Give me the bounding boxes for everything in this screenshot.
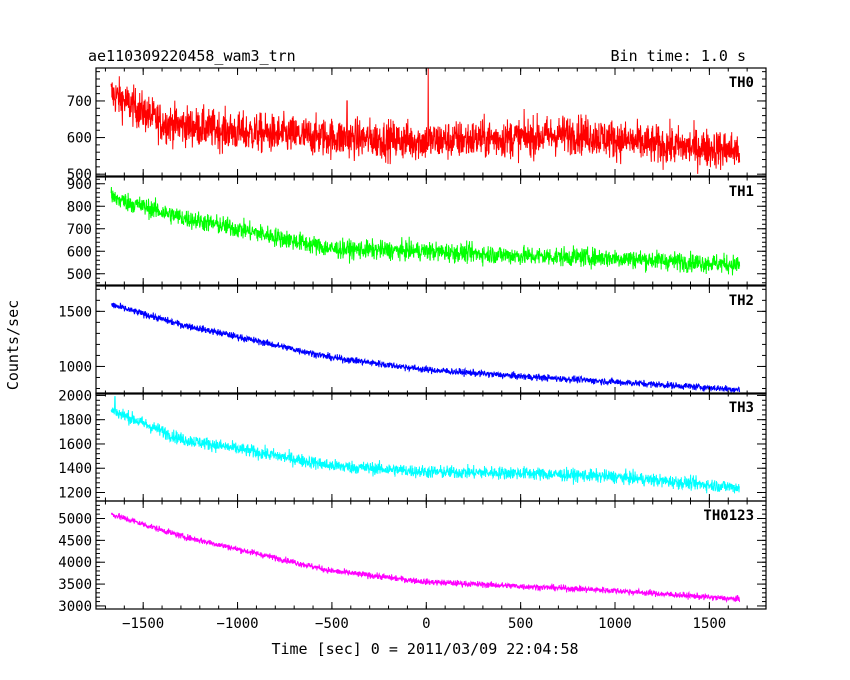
x-tick-label: −1000 — [216, 616, 258, 632]
panels-group: TH0 500 600 700 TH1 500 600 700 800 900 TH2 1000 150… — [58, 67, 767, 632]
panel-label: TH0123 — [703, 508, 754, 524]
y-tick-label: 900 — [67, 177, 92, 193]
y-tick-label: 600 — [67, 244, 92, 260]
y-tick-label: 1400 — [58, 461, 92, 477]
x-tick-label: 500 — [508, 616, 533, 632]
y-tick-label: 2000 — [58, 388, 92, 404]
series-line-th0123 — [111, 512, 741, 603]
panel-label: TH1 — [729, 184, 754, 200]
y-tick-label: 1500 — [58, 304, 92, 320]
panel-label: TH3 — [729, 400, 754, 416]
x-tick-label: 1000 — [598, 616, 632, 632]
panel-label: TH2 — [729, 293, 754, 309]
y-axis-label: Counts/sec — [4, 300, 22, 390]
y-tick-label: 1000 — [58, 359, 92, 375]
panel-frame-th0 — [95, 67, 767, 177]
panel-label: TH0 — [729, 75, 754, 91]
panel-frame-th0123 — [95, 500, 767, 610]
y-tick-label: 800 — [67, 199, 92, 215]
x-tick-label: −1500 — [122, 616, 164, 632]
y-tick-label: 700 — [67, 94, 92, 110]
y-tick-label: 600 — [67, 131, 92, 147]
bin-time-label: Bin time: 1.0 s — [611, 47, 746, 65]
y-tick-label: 500 — [67, 167, 92, 183]
x-axis-label: Time [sec] 0 = 2011/03/09 22:04:58 — [271, 640, 578, 658]
series-line-th3 — [110, 396, 741, 494]
x-tick-label: 1500 — [693, 616, 727, 632]
chart-title: ae110309220458_wam3_trn — [88, 47, 296, 65]
y-tick-label: 3500 — [58, 577, 92, 593]
series-line-th0 — [110, 68, 741, 174]
y-tick-label: 1600 — [58, 437, 92, 453]
y-tick-label: 3000 — [58, 599, 92, 615]
panel-frame-th1 — [95, 176, 767, 286]
y-tick-label: 700 — [67, 222, 92, 238]
series-line-th1 — [110, 186, 741, 276]
y-tick-label: 500 — [67, 267, 92, 283]
y-tick-label: 5000 — [58, 511, 92, 527]
x-tick-label: 0 — [422, 616, 430, 632]
panel-frame-th3 — [95, 392, 767, 502]
y-tick-label: 4500 — [58, 533, 92, 549]
y-tick-label: 4000 — [58, 555, 92, 571]
series-line-th2 — [110, 302, 741, 394]
panel-frame-th2 — [95, 285, 767, 395]
x-tick-label: −500 — [315, 616, 349, 632]
y-tick-label: 1800 — [58, 413, 92, 429]
y-tick-label: 1200 — [58, 486, 92, 502]
